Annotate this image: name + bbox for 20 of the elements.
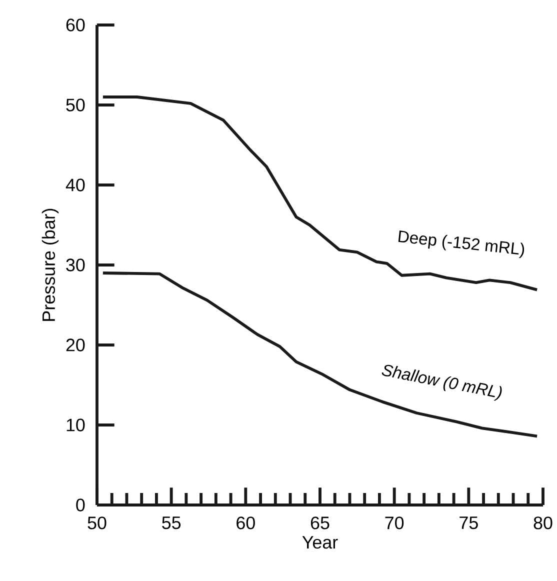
y-tick-label: 10 [66,418,85,432]
x-tick-label: 75 [460,516,478,530]
y-tick-label: 40 [66,178,85,192]
x-tick-label: 60 [236,516,255,530]
y-tick-label: 30 [66,258,85,272]
y-tick-label: 60 [66,18,85,32]
x-tick-label: 65 [310,516,330,530]
x-tick-label: 55 [162,516,181,530]
x-tick-label: 50 [88,516,106,530]
line-series [101,272,539,438]
y-tick-label: 50 [66,98,85,112]
y-tick-label: 20 [66,338,85,352]
line-series [101,96,539,292]
x-tick-label: 80 [534,516,552,530]
y-tick-label: 0 [76,498,85,512]
text: Shallow (0 mRL) [382,364,502,401]
text: Deep (-152 mRL) [398,230,524,258]
y-axis-title: Pressure (bar) [42,208,59,321]
x-axis-title: Year [302,536,338,549]
x-tick-label: 70 [385,516,404,530]
